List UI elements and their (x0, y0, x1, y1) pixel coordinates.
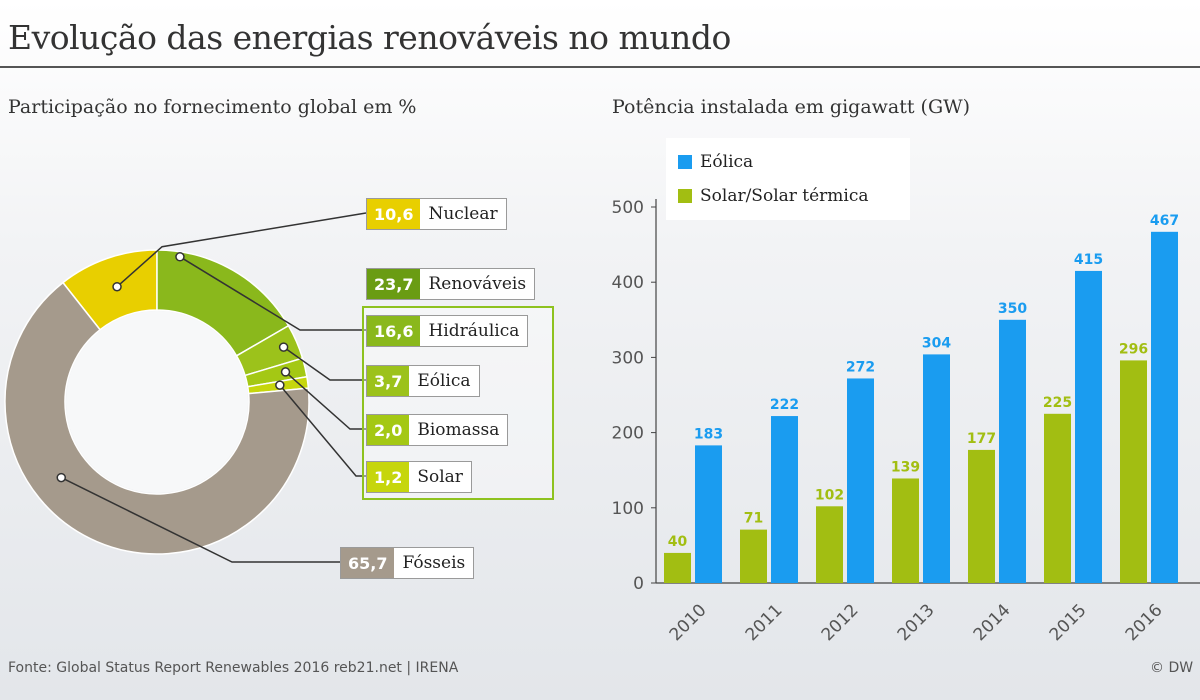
data-label-solar: 71 (744, 511, 763, 527)
y-tick-label: 300 (612, 348, 644, 368)
wind-value: 3,7 (367, 366, 410, 396)
leader-line-wind (283, 346, 366, 381)
leader-line-nuclear (116, 212, 367, 288)
title-rule (0, 66, 1200, 68)
leader-dot-nuclear (112, 281, 122, 292)
renewables-label: 23,7 Renováveis (366, 268, 536, 300)
solar-value: 1,2 (367, 462, 410, 492)
bar-eolica (847, 378, 874, 583)
bar-chart: 0 100 200 300 400 500 40 183 2010 71 222 2011 102 272… (612, 198, 1200, 645)
nuclear-name: Nuclear (428, 204, 498, 224)
leader-dot-solar (275, 380, 285, 390)
x-tick-label: 2012 (818, 600, 863, 645)
y-tick-label: 500 (612, 198, 644, 218)
data-label-solar: 139 (891, 459, 920, 475)
bar-eolica (1151, 231, 1178, 584)
bar-eolica (999, 319, 1026, 583)
data-label-eolica: 467 (1150, 213, 1179, 229)
x-tick-label: 2015 (1046, 600, 1091, 645)
left-subtitle: Participação no fornecimento global em % (8, 96, 417, 118)
bar-eolica (695, 445, 722, 583)
bar-solar (892, 478, 919, 583)
credit: © DW (1150, 660, 1194, 676)
data-label-eolica: 272 (846, 359, 875, 375)
nuclear-value: 10,6 (367, 199, 421, 229)
data-label-solar: 40 (668, 534, 688, 550)
legend-swatch-solar (678, 189, 692, 203)
legend-item-eolica: Eólica (678, 152, 753, 172)
legend-swatch-eolica (678, 155, 692, 169)
legend-label-eolica: Eólica (700, 152, 754, 172)
y-tick-label: 100 (612, 499, 644, 519)
x-tick-label: 2016 (1122, 600, 1167, 645)
bar-solar (664, 552, 691, 583)
bar-solar (740, 529, 767, 583)
renewables-name: Renováveis (428, 274, 527, 294)
leader-dot-hydro (175, 252, 185, 262)
leader-line-biomass (285, 371, 366, 430)
y-tick-label: 0 (633, 574, 644, 594)
bar-solar (1120, 360, 1147, 583)
solar-label: 1,2 Solar (366, 461, 472, 493)
hydro-name: Hidráulica (428, 321, 520, 341)
fossil-value: 65,7 (341, 548, 395, 578)
leader-dot-wind (278, 342, 289, 352)
bar-eolica (1075, 270, 1102, 583)
nuclear-label: 10,6 Nuclear (366, 198, 507, 230)
leader-line-hydro (179, 256, 366, 331)
data-label-eolica: 222 (770, 397, 799, 413)
bar-solar (816, 506, 843, 583)
x-tick-label: 2013 (894, 600, 939, 645)
page-title: Evolução das energias renováveis no mund… (8, 18, 731, 57)
wind-name: Eólica (417, 371, 471, 391)
data-label-eolica: 183 (694, 426, 723, 442)
hydro-label: 16,6 Hidráulica (366, 315, 529, 347)
data-label-solar: 177 (967, 431, 996, 447)
leader-dot-fossil (56, 472, 66, 483)
data-label-eolica: 304 (922, 335, 951, 351)
wind-label: 3,7 Eólica (366, 365, 480, 397)
donut-slice-fossil (4, 281, 310, 555)
data-label-solar: 102 (815, 487, 844, 503)
leader-line-fossil (60, 476, 340, 563)
bar-eolica (923, 354, 950, 583)
data-label-solar: 225 (1043, 395, 1072, 411)
source-note: Fonte: Global Status Report Renewables 2… (8, 660, 459, 676)
donut-chart (4, 212, 367, 563)
x-tick-label: 2011 (742, 600, 787, 645)
right-subtitle: Potência instalada em gigawatt (GW) (612, 96, 971, 118)
y-tick-label: 200 (612, 424, 644, 444)
bar-solar (968, 449, 995, 583)
legend-label-solar: Solar/Solar térmica (700, 186, 869, 206)
data-label-eolica: 415 (1074, 252, 1103, 268)
y-tick-label: 400 (612, 273, 644, 293)
bar-solar (1044, 413, 1071, 583)
legend-item-solar: Solar/Solar térmica (678, 186, 869, 206)
hydro-value: 16,6 (367, 316, 421, 346)
renewables-value: 23,7 (367, 269, 421, 299)
donut-hole (66, 311, 248, 493)
bar-eolica (771, 416, 798, 583)
fossil-label: 65,7 Fósseis (340, 547, 475, 579)
data-label-eolica: 350 (998, 301, 1027, 317)
biomass-value: 2,0 (367, 415, 410, 445)
solar-name: Solar (417, 467, 463, 487)
x-tick-label: 2010 (666, 600, 711, 645)
data-label-solar: 296 (1119, 341, 1148, 357)
bar-chart-legend: Eólica Solar/Solar térmica (666, 138, 910, 220)
leader-dot-biomass (280, 367, 291, 377)
biomass-label: 2,0 Biomassa (366, 414, 509, 446)
fossil-name: Fósseis (402, 553, 466, 573)
biomass-name: Biomassa (417, 420, 500, 440)
x-tick-label: 2014 (970, 600, 1015, 645)
